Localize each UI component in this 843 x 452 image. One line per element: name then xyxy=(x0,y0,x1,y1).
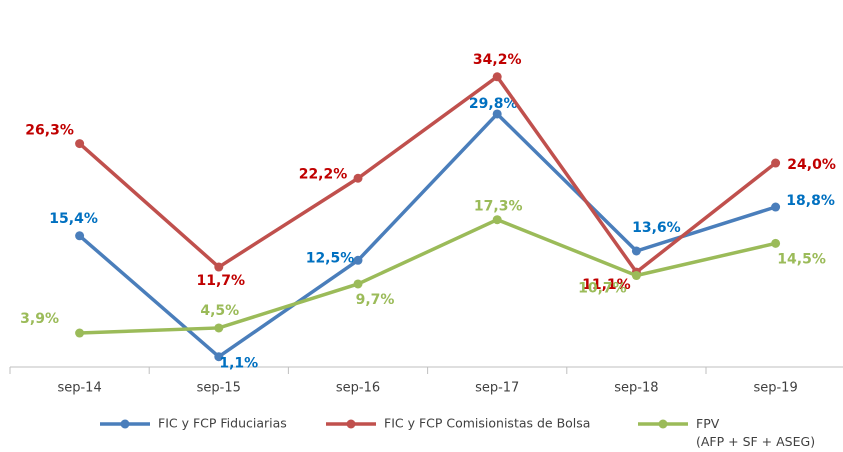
point xyxy=(353,255,363,265)
data-label: 17,3% xyxy=(474,199,523,215)
point xyxy=(492,109,502,119)
point xyxy=(492,72,502,82)
point xyxy=(214,262,224,272)
data-label: 3,9% xyxy=(20,311,59,327)
data-label: 24,0% xyxy=(787,157,836,173)
series-line xyxy=(78,111,777,359)
legend-marker xyxy=(346,419,356,429)
x-tick-label: sep-16 xyxy=(336,381,380,396)
data-label: 11,1% xyxy=(582,277,631,293)
point xyxy=(75,231,85,241)
x-tick-label: sep-18 xyxy=(614,381,658,396)
point xyxy=(631,246,641,256)
point xyxy=(771,202,781,212)
data-label: 15,4% xyxy=(49,211,98,227)
data-label: 22,2% xyxy=(299,166,348,182)
legend-label: FIC y FCP Comisionistas de Bolsa xyxy=(384,416,590,431)
series-line xyxy=(78,74,777,275)
data-label: 1,1% xyxy=(219,356,258,372)
point xyxy=(353,173,363,183)
point xyxy=(75,328,85,338)
point xyxy=(214,323,224,333)
data-label: 34,2% xyxy=(473,52,522,68)
point xyxy=(75,139,85,149)
legend-marker xyxy=(120,419,130,429)
data-label: 18,8% xyxy=(786,193,835,209)
point xyxy=(214,352,224,362)
legend-marker xyxy=(658,419,668,429)
point xyxy=(771,238,781,248)
point xyxy=(353,279,363,289)
data-label: 13,6% xyxy=(632,220,681,236)
data-label: 29,8% xyxy=(469,96,518,112)
data-label: 14,5% xyxy=(777,251,826,267)
x-tick-label: sep-14 xyxy=(57,381,101,396)
series-line xyxy=(79,217,776,335)
x-tick-label: sep-17 xyxy=(475,381,519,396)
x-tick-label: sep-15 xyxy=(197,381,241,396)
point xyxy=(492,215,502,225)
point xyxy=(771,158,781,168)
data-label: 12,5% xyxy=(306,250,355,266)
legend-label: FIC y FCP Fiduciarias xyxy=(158,416,287,431)
data-label: 11,7% xyxy=(197,273,246,289)
data-label: 10,7% xyxy=(578,281,627,297)
data-label: 9,7% xyxy=(356,292,395,308)
x-tick-label: sep-19 xyxy=(753,381,797,396)
legend-label: FPV (AFP + SF + ASEG) xyxy=(696,416,815,449)
data-label: 4,5% xyxy=(200,303,239,319)
data-label: 26,3% xyxy=(25,123,74,139)
point xyxy=(631,271,641,281)
